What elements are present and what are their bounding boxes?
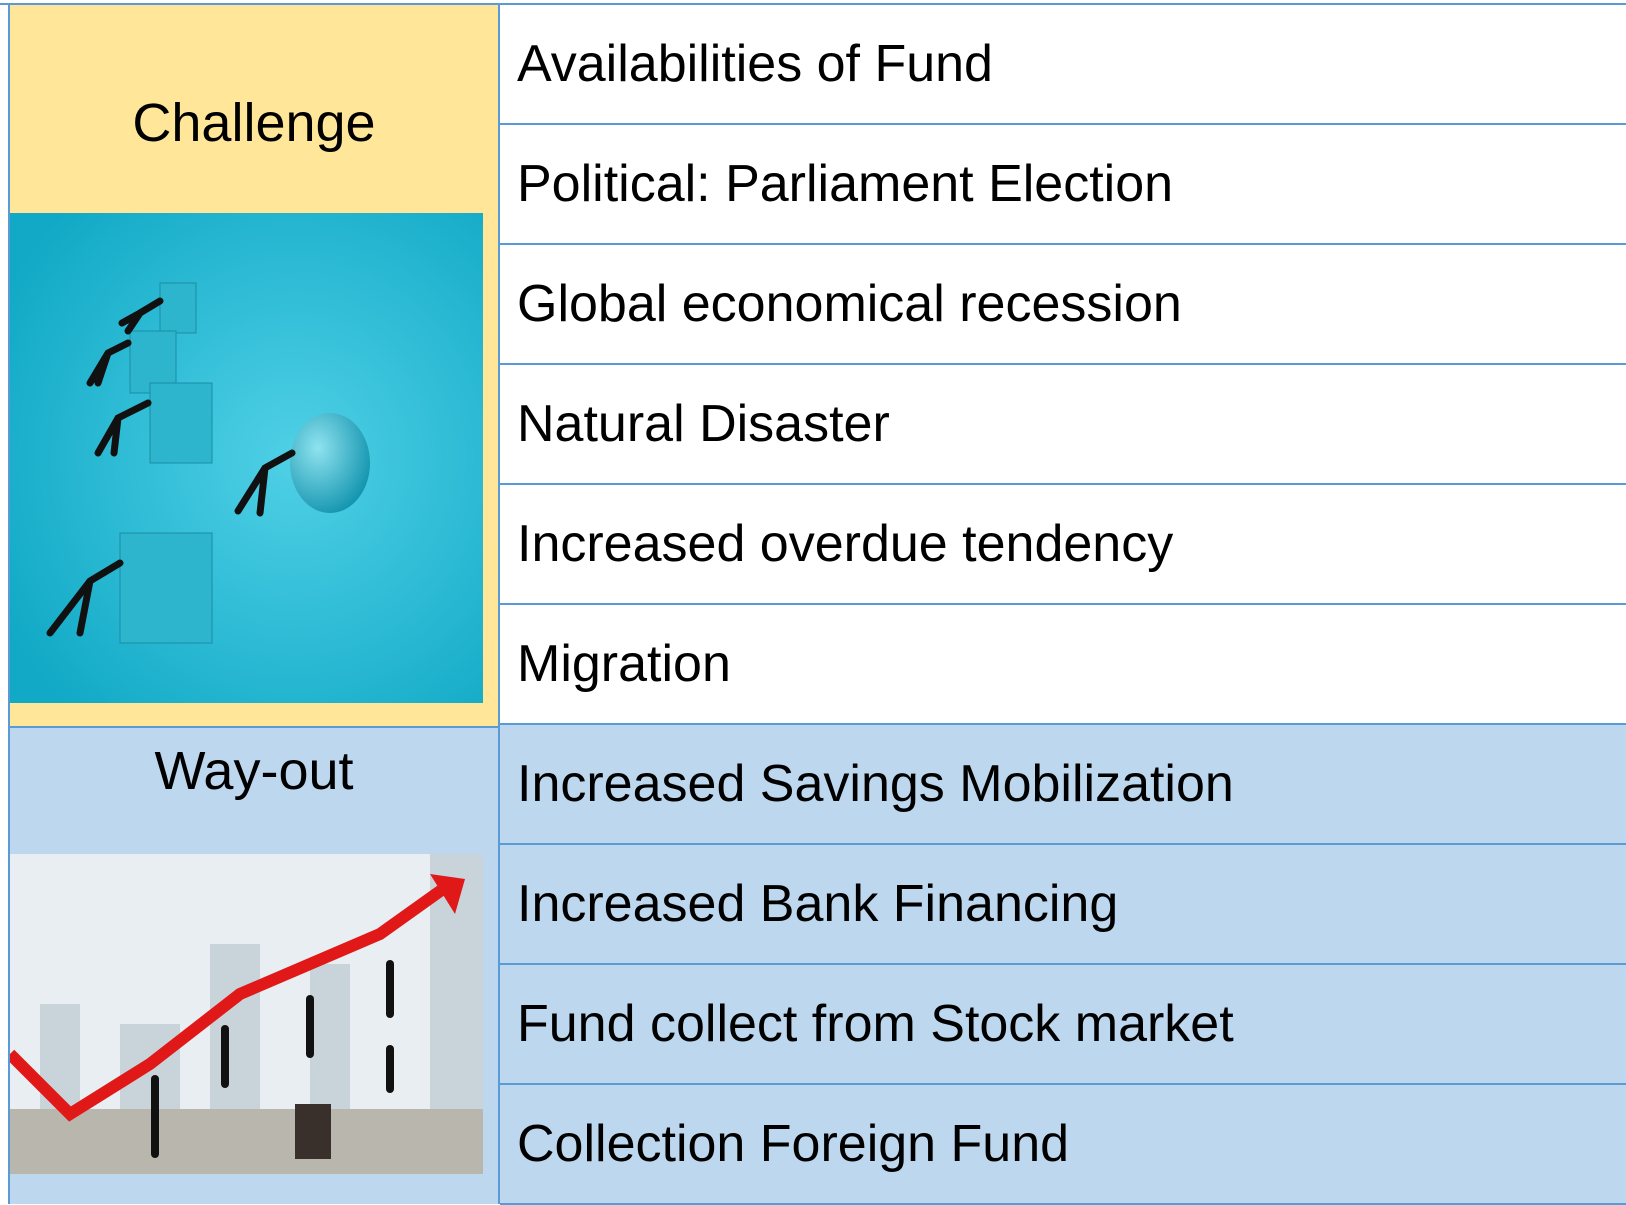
item-row: Increased Savings Mobilization (500, 725, 1626, 845)
wayout-label: Way-out (10, 740, 498, 802)
section-divider (10, 726, 500, 728)
challenge-label: Challenge (10, 92, 498, 154)
challenge-illustration (10, 213, 483, 703)
item-row: Availabilities of Fund (500, 5, 1626, 125)
item-row: Global economical recession (500, 245, 1626, 365)
wayout-illustration (10, 854, 483, 1174)
item-row: Fund collect from Stock market (500, 965, 1626, 1085)
item-row: Increased overdue tendency (500, 485, 1626, 605)
item-row: Natural Disaster (500, 365, 1626, 485)
item-row: Collection Foreign Fund (500, 1085, 1626, 1205)
item-row: Migration (500, 605, 1626, 725)
item-row: Political: Parliament Election (500, 125, 1626, 245)
page: Challenge Way-out Availabilities of Fund… (0, 0, 1626, 1204)
item-row: Increased Bank Financing (500, 845, 1626, 965)
